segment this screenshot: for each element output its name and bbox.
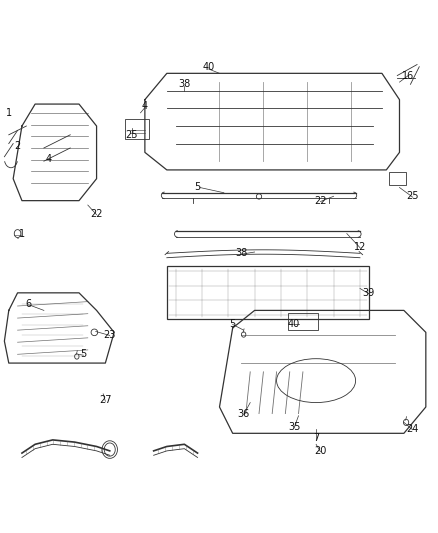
- Text: 38: 38: [178, 79, 190, 90]
- Text: 25: 25: [406, 191, 418, 201]
- Text: 40: 40: [287, 319, 300, 328]
- Text: 38: 38: [235, 248, 247, 259]
- Text: 2: 2: [14, 141, 21, 151]
- Bar: [125, 119, 149, 139]
- Text: 12: 12: [353, 242, 365, 252]
- Text: 1: 1: [19, 229, 25, 239]
- Text: 5: 5: [229, 319, 235, 328]
- Text: 16: 16: [401, 70, 413, 80]
- Bar: [388, 172, 405, 185]
- Text: 23: 23: [103, 329, 116, 340]
- Text: 27: 27: [99, 395, 111, 406]
- Bar: [287, 312, 318, 330]
- Text: 4: 4: [45, 154, 51, 164]
- Bar: [166, 266, 368, 319]
- Text: 6: 6: [25, 299, 32, 309]
- Text: 40: 40: [202, 62, 214, 72]
- Text: 22: 22: [90, 209, 102, 219]
- Text: 20: 20: [314, 446, 326, 456]
- Text: 22: 22: [314, 196, 326, 206]
- Text: 39: 39: [362, 288, 374, 298]
- Text: 25: 25: [125, 130, 138, 140]
- Text: 4: 4: [141, 101, 148, 111]
- Text: 35: 35: [287, 422, 300, 432]
- Text: 5: 5: [194, 182, 200, 192]
- Text: 24: 24: [406, 424, 418, 434]
- Text: 1: 1: [6, 108, 12, 118]
- Text: 36: 36: [237, 409, 249, 418]
- Text: 7: 7: [312, 433, 318, 443]
- Text: 5: 5: [80, 349, 86, 359]
